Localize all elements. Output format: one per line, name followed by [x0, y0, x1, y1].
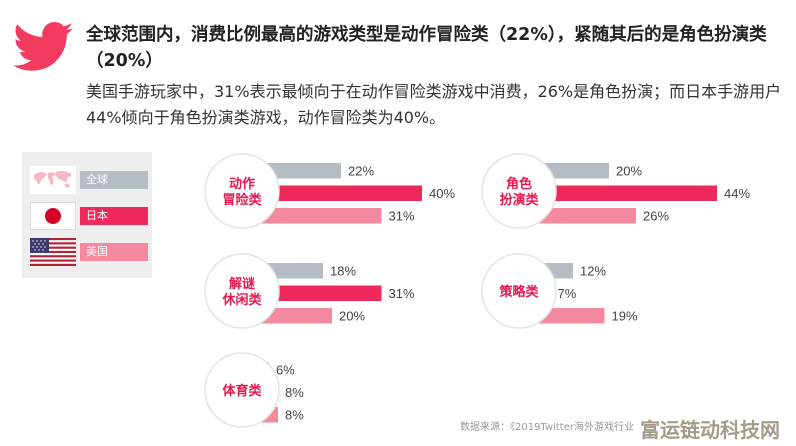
- bar-japan-1: [519, 185, 717, 201]
- value-label-global-3: 12%: [580, 264, 606, 279]
- category-circle-1: [481, 153, 557, 229]
- twitter-bird-icon: [13, 22, 74, 71]
- legend-label-usa: 美国: [80, 243, 148, 261]
- value-label-japan-2: 31%: [389, 286, 415, 301]
- value-label-usa-0: 31%: [389, 209, 415, 224]
- category-label-2: 解谜: [228, 276, 256, 292]
- value-label-usa-4: 8%: [285, 408, 304, 423]
- source-note: 数据来源：《2019Twitter海外游戏行业: [460, 422, 634, 433]
- value-label-usa-2: 20%: [339, 309, 365, 324]
- category-label-1: 扮演类: [499, 192, 539, 208]
- value-label-global-1: 20%: [616, 164, 642, 179]
- value-label-global-4: 6%: [276, 363, 295, 378]
- bar-japan-0: [242, 185, 422, 201]
- category-label-2: 休闲类: [221, 292, 262, 308]
- page-title: 全球范围内，消费比例最高的游戏类型是动作冒险类（22%），紧随其后的是角色扮演类…: [86, 25, 767, 71]
- value-label-japan-1: 44%: [724, 186, 750, 201]
- legend-item-usa: 美国: [30, 238, 148, 266]
- category-label-4: 体育类: [222, 383, 262, 399]
- category-label-1: 角色: [506, 176, 532, 192]
- legend-item-japan: 日本: [30, 202, 148, 230]
- category-label-3: 策略类: [499, 284, 539, 300]
- legend-label-global: 全球: [80, 171, 148, 189]
- page-subtitle: 美国手游玩家中，31%表示最倾向于在动作冒险类游戏中消费，26%是角色扮演；而日…: [86, 82, 782, 127]
- world-map-flag: [30, 166, 76, 194]
- legend-item-global: 全球: [30, 166, 148, 194]
- japan-flag: [30, 202, 76, 230]
- bar-usa-0: [242, 208, 382, 224]
- legend-label-japan: 日本: [80, 207, 148, 225]
- value-label-japan-3: 7%: [558, 286, 577, 301]
- value-label-japan-0: 40%: [429, 186, 455, 201]
- legend: 全球 日本 美国: [22, 152, 152, 278]
- value-label-global-2: 18%: [330, 264, 356, 279]
- value-label-global-0: 22%: [348, 164, 374, 179]
- watermark: 富运链动科技网: [640, 418, 780, 442]
- category-label-0: 冒险类: [222, 192, 262, 208]
- category-label-0: 动作: [229, 176, 255, 192]
- category-circle-0: [204, 153, 280, 229]
- usa-flag: [30, 238, 76, 266]
- category-circle-3: [481, 253, 557, 329]
- category-circle-4: [204, 352, 280, 428]
- value-label-usa-1: 26%: [643, 209, 669, 224]
- category-circle-2: [204, 253, 280, 329]
- value-label-usa-3: 19%: [612, 309, 638, 324]
- value-label-japan-4: 8%: [285, 385, 304, 400]
